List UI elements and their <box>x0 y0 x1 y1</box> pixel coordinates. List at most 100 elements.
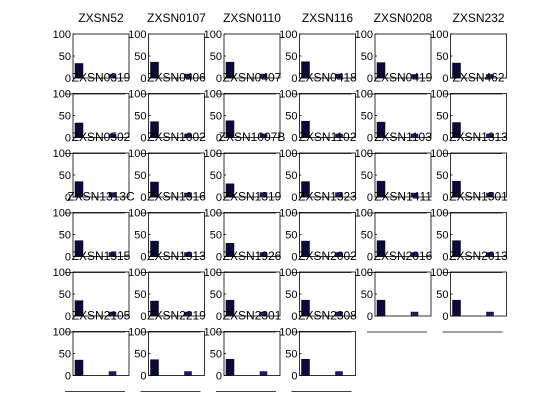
y-tick-label: 0 <box>216 252 222 264</box>
bar <box>486 133 494 138</box>
bar <box>108 371 117 376</box>
bar <box>225 183 235 198</box>
panel: 0 50 100 ZXSN52 <box>53 11 130 95</box>
y-tick-label: 100 <box>279 148 297 160</box>
y-tick-label: 0 <box>291 133 297 145</box>
bar <box>225 299 235 317</box>
panel-title: ZXSN0406 <box>147 71 206 85</box>
bar <box>452 240 461 257</box>
bar <box>108 133 117 138</box>
panel-title: ZXSN1411 <box>374 190 432 204</box>
y-tick-label: 0 <box>367 133 373 145</box>
bar <box>301 299 310 317</box>
bar <box>301 181 310 198</box>
y-tick-label: 50 <box>134 230 146 242</box>
panel-title: ZXSN1002 <box>147 130 206 144</box>
panel-title: ZXSN232 <box>452 11 504 25</box>
y-tick-label: 50 <box>361 230 373 242</box>
panel-title: ZXSN2016 <box>374 249 433 263</box>
y-tick-label: 100 <box>355 89 373 101</box>
bar <box>150 300 159 317</box>
y-tick-label: 100 <box>204 89 222 101</box>
panel-title: ZXSN1102 <box>299 130 357 144</box>
y-tick-label: 0 <box>442 73 448 85</box>
bar <box>410 311 419 317</box>
bar <box>184 371 192 376</box>
y-tick-label: 100 <box>430 208 448 220</box>
panel-title: ZXSN2219 <box>147 309 206 323</box>
panel-title: ZXSN2301 <box>223 309 282 323</box>
panel-title: ZXSN1313C <box>67 190 135 204</box>
y-tick-label: 100 <box>279 29 297 41</box>
panel: 0 50 100 ZXSN116 <box>279 11 356 95</box>
bar <box>184 133 192 138</box>
bar <box>410 74 419 79</box>
bar <box>335 252 343 257</box>
bar <box>335 73 343 79</box>
bar <box>335 133 343 138</box>
bar <box>452 122 461 138</box>
y-tick-label: 50 <box>436 51 448 63</box>
y-tick-label: 100 <box>279 327 297 339</box>
panel-title: ZXSN116 <box>302 11 353 25</box>
y-tick-label: 100 <box>279 267 297 279</box>
panel-title: ZXSN462 <box>452 71 504 85</box>
bar <box>486 311 494 317</box>
bar <box>108 192 117 198</box>
bar <box>335 192 343 198</box>
panel-title: ZXSN0502 <box>72 130 131 144</box>
panel-title: ZXSN1103 <box>374 130 432 144</box>
y-tick-label: 0 <box>291 311 297 323</box>
y-tick-label: 100 <box>355 29 373 41</box>
bar <box>184 192 192 198</box>
bar <box>108 311 117 317</box>
bar <box>486 252 494 257</box>
y-tick-label: 50 <box>59 289 71 301</box>
y-tick-label: 100 <box>128 267 146 279</box>
y-tick-label: 0 <box>140 371 146 383</box>
y-tick-label: 50 <box>59 349 71 361</box>
y-tick-label: 50 <box>285 349 297 361</box>
y-tick-label: 0 <box>140 252 146 264</box>
y-tick-label: 50 <box>59 111 71 123</box>
y-tick-label: 0 <box>367 192 373 204</box>
y-tick-label: 50 <box>210 111 222 123</box>
y-tick-label: 100 <box>430 29 448 41</box>
y-tick-label: 50 <box>361 111 373 123</box>
bar <box>259 371 268 376</box>
y-tick-label: 100 <box>355 148 373 160</box>
bar <box>452 180 461 198</box>
panel-title: ZXSN0418 <box>298 71 357 85</box>
y-tick-label: 0 <box>442 192 448 204</box>
bar <box>225 120 235 138</box>
panel-title: ZXSN1007B <box>219 130 286 144</box>
y-tick-label: 0 <box>442 311 448 323</box>
bar <box>376 180 386 198</box>
y-tick-label: 50 <box>210 349 222 361</box>
y-tick-label: 100 <box>53 267 71 279</box>
bar <box>410 133 419 138</box>
bar <box>259 311 268 317</box>
panel-title: ZXSN0208 <box>374 11 433 25</box>
bar <box>301 240 310 257</box>
bar <box>452 299 461 317</box>
bar <box>74 181 84 198</box>
y-tick-label: 50 <box>210 170 222 182</box>
y-tick-label: 100 <box>128 327 146 339</box>
y-tick-label: 0 <box>140 73 146 85</box>
y-tick-label: 0 <box>291 371 297 383</box>
bar <box>335 371 343 376</box>
y-tick-label: 50 <box>436 170 448 182</box>
